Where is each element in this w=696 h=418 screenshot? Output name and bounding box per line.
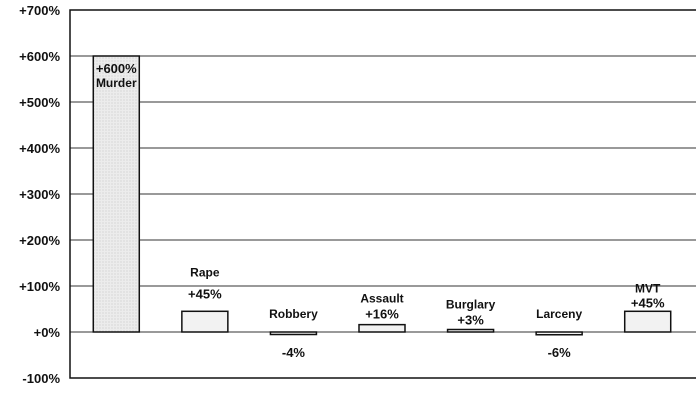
- bar-rape: [181, 310, 229, 333]
- gridlines: [70, 55, 696, 333]
- value-label-rape: +45%: [188, 286, 222, 301]
- value-label-assault: +16%: [365, 307, 399, 322]
- category-label-assault: Assault: [360, 292, 403, 306]
- value-label-mvt: +45%: [631, 295, 665, 310]
- y-tick-label: -100%: [22, 371, 60, 386]
- bar-larceny: [535, 331, 583, 336]
- value-label-robbery: -4%: [282, 345, 306, 360]
- y-tick-label: +300%: [19, 187, 60, 202]
- y-tick-label: +0%: [34, 325, 61, 340]
- category-label-burglary: Burglary: [446, 298, 496, 312]
- value-label-murder: +600%: [96, 61, 137, 76]
- value-label-burglary: +3%: [457, 313, 484, 328]
- bar-assault: [358, 323, 406, 333]
- category-label-murder: Murder: [96, 76, 137, 90]
- y-tick-label: +700%: [19, 3, 60, 18]
- category-label-robbery: Robbery: [269, 307, 318, 321]
- value-label-larceny: -6%: [548, 345, 572, 360]
- y-tick-label: +400%: [19, 141, 60, 156]
- category-label-mvt: MVT: [635, 281, 661, 295]
- bar-labels: Murder+600% Rape +45% Robbery -4% Assault+16%…: [96, 61, 665, 360]
- y-axis-tick-labels: -100% +0% +100% +200% +300% +400% +500% +600% +7…: [19, 3, 60, 386]
- bars: [92, 55, 672, 336]
- y-tick-label: +100%: [19, 279, 60, 294]
- bar-murder: [92, 55, 141, 333]
- y-tick-label: +500%: [19, 95, 60, 110]
- bar-robbery: [269, 331, 318, 336]
- y-tick-label: +600%: [19, 49, 60, 64]
- bar-mvt: [623, 310, 672, 333]
- category-label-larceny: Larceny: [536, 307, 582, 321]
- y-tick-label: +200%: [19, 233, 60, 248]
- plot-area-frame: [69, 9, 696, 379]
- category-label-rape: Rape: [190, 265, 220, 279]
- bar-burglary: [446, 328, 495, 333]
